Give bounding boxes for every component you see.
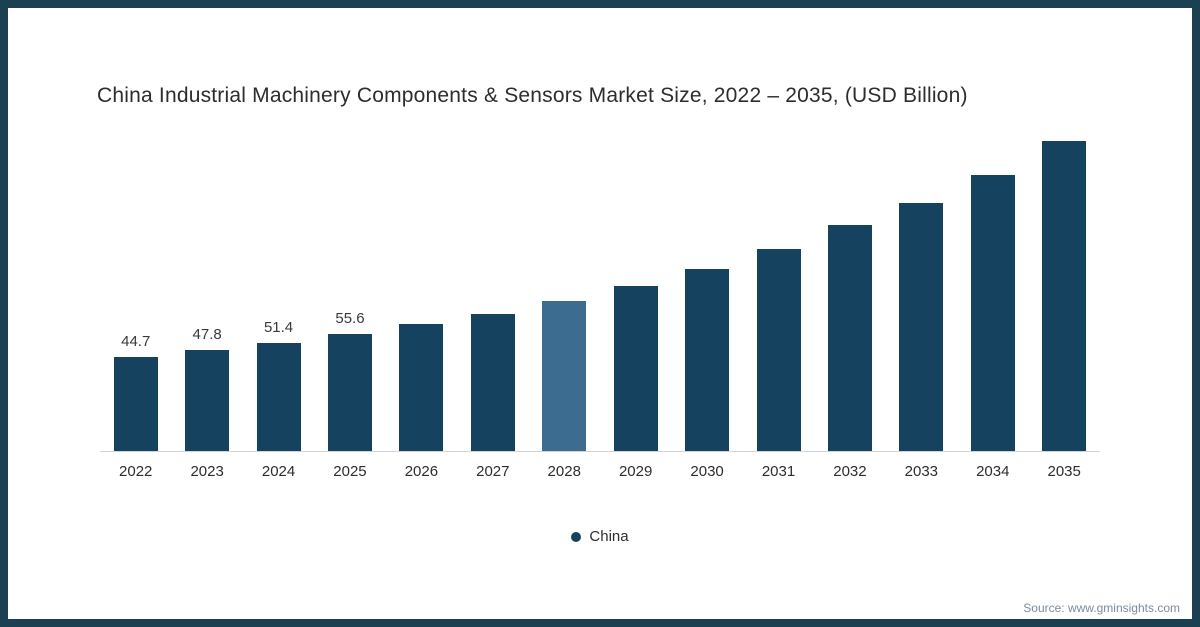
bar-2025 xyxy=(327,334,372,451)
x-tick-2024: 2024 xyxy=(261,463,296,480)
x-tick-2031: 2031 xyxy=(761,463,796,480)
x-tick-2032: 2032 xyxy=(833,463,867,480)
bar-2022 xyxy=(113,357,158,451)
bar-2023 xyxy=(185,350,230,451)
bar-2033 xyxy=(899,203,944,451)
bar-value-label-2025: 55.6 xyxy=(335,310,365,327)
x-tick-2027: 2027 xyxy=(476,463,510,480)
chart-title: China Industrial Machinery Components & … xyxy=(97,84,968,107)
x-tick-2034: 2034 xyxy=(976,463,1010,480)
bar-2029 xyxy=(613,286,658,451)
bar-2035 xyxy=(1042,141,1087,451)
source-attribution: Source: www.gminsights.com xyxy=(1023,601,1180,615)
bar-slot-2032 xyxy=(814,225,885,451)
legend-label-china: China xyxy=(589,528,629,545)
bar-2026 xyxy=(399,324,444,451)
bars-area: 44.7 47.8 51.4 55.6 xyxy=(100,121,1100,451)
x-tick-2029: 2029 xyxy=(618,463,653,480)
bar-2034 xyxy=(970,175,1015,451)
bar-slot-2025: 55.6 xyxy=(314,310,385,451)
legend: China xyxy=(8,528,1192,545)
bar-2032 xyxy=(827,225,872,451)
bar-2024 xyxy=(256,343,301,451)
bar-slot-2028 xyxy=(529,301,600,451)
x-tick-2023: 2023 xyxy=(190,463,224,480)
bar-slot-2023: 47.8 xyxy=(171,326,242,451)
bar-slot-2034 xyxy=(957,175,1028,451)
bar-chart: 44.7 47.8 51.4 55.6 2022 2023 2024 2025 2026 202… xyxy=(100,121,1100,480)
x-axis-ticks: 2022 2023 2024 2025 2026 2027 2028 2029 2030 2031… xyxy=(100,463,1100,480)
x-tick-2030: 2030 xyxy=(690,463,724,480)
bar-2027 xyxy=(470,314,515,451)
bar-slot-2031 xyxy=(743,249,814,451)
bar-value-label-2024: 51.4 xyxy=(263,319,294,336)
bar-slot-2033 xyxy=(886,203,957,451)
bar-slot-2022: 44.7 xyxy=(100,333,171,451)
bar-value-label-2022: 44.7 xyxy=(121,333,151,350)
x-tick-2026: 2026 xyxy=(404,463,439,480)
x-axis-line xyxy=(100,451,1100,452)
x-tick-2033: 2033 xyxy=(904,463,939,480)
bar-2030 xyxy=(685,269,730,451)
bar-value-label-2023: 47.8 xyxy=(192,326,222,343)
bar-slot-2026 xyxy=(386,324,457,451)
x-tick-2022: 2022 xyxy=(119,463,153,480)
bar-slot-2030 xyxy=(671,269,742,451)
bar-slot-2029 xyxy=(600,286,671,451)
x-tick-2035: 2035 xyxy=(1047,463,1081,480)
bar-2031 xyxy=(756,249,801,451)
legend-marker-china xyxy=(571,531,582,542)
bar-2028 xyxy=(542,301,587,451)
x-tick-2028: 2028 xyxy=(547,463,581,480)
bar-slot-2035 xyxy=(1028,141,1099,451)
bar-slot-2024: 51.4 xyxy=(243,319,314,451)
x-tick-2025: 2025 xyxy=(333,463,367,480)
bar-slot-2027 xyxy=(457,314,528,451)
